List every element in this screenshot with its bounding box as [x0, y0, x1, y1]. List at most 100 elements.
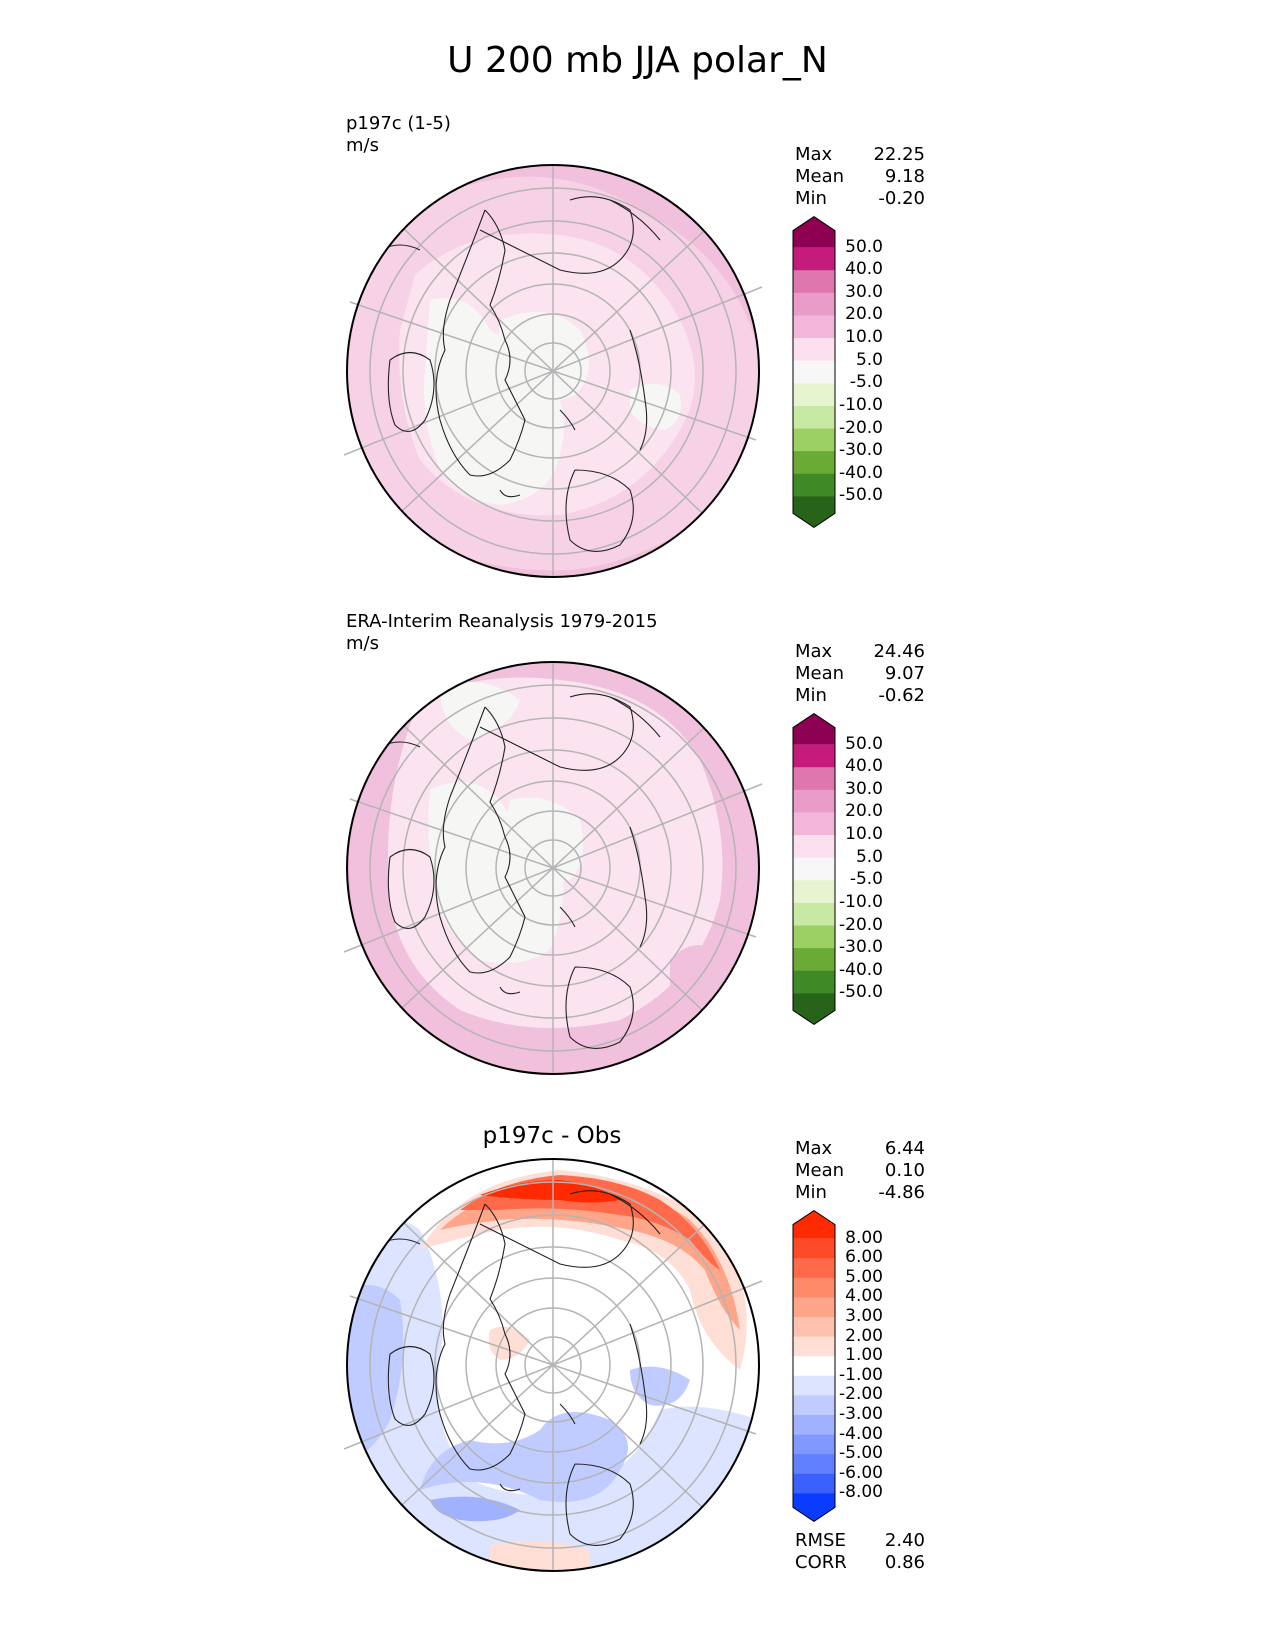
- stat-row-max: Max 24.46: [795, 641, 925, 662]
- colorbar-tick-label: -5.00: [839, 1443, 883, 1464]
- colorbar-tick-label: 20.0: [845, 801, 883, 822]
- colorbar-tick-label: -30.0: [839, 440, 883, 461]
- map-panel-2: [347, 662, 759, 1074]
- colorbar-segment: [793, 835, 835, 859]
- map-panel-2-graticule: [343, 662, 763, 1074]
- map-panel-3: [347, 1159, 759, 1571]
- map-field-neg-1: [347, 1217, 759, 1571]
- colorbar-tick-label: 5.0: [855, 349, 883, 370]
- colorbar-segment: [793, 216, 835, 248]
- colorbar-tick-label: 30.0: [845, 281, 883, 302]
- colorbar-tick-label: -30.0: [839, 937, 883, 958]
- stat-row-min: Min -4.86: [795, 1182, 925, 1203]
- colorbar-tick-label: 10.0: [845, 327, 883, 348]
- stat-row-min: Min -0.20: [795, 188, 925, 209]
- colorbar-panel-1: [792, 215, 836, 529]
- colorbar-tick-label: 3.00: [845, 1306, 883, 1326]
- colorbar-tick-label: 4.00: [845, 1286, 883, 1307]
- map-panel-1-border: [346, 164, 760, 578]
- colorbar-segment: [793, 880, 835, 904]
- colorbar-tick-label: 5.0: [855, 846, 883, 867]
- colorbar-tick-label: -5.0: [849, 372, 883, 393]
- colorbar-tick-label: -8.00: [839, 1482, 883, 1503]
- panel-3-title: p197c - Obs: [482, 1123, 622, 1149]
- colorbar-segment: [793, 789, 835, 813]
- map-panel-1-graticule: [343, 165, 763, 577]
- colorbar-segment: [793, 247, 835, 271]
- colorbar-tick-label: -20.0: [839, 417, 883, 438]
- colorbar-outline: [792, 712, 836, 1026]
- stat-row-corr: CORR 0.86: [795, 1552, 925, 1573]
- panel-1-model-name: p197c (1-5): [346, 113, 451, 134]
- colorbar-segment: [793, 1415, 835, 1436]
- colorbar-segment: [793, 496, 835, 528]
- colorbar-segment: [793, 473, 835, 497]
- stat-row-max: Max 22.25: [795, 144, 925, 165]
- colorbar-tick-label: -2.00: [839, 1384, 883, 1405]
- colorbar-tick-label: 30.0: [845, 778, 883, 799]
- map-panel-2-coastlines: [379, 693, 661, 1049]
- colorbar-tick-label: 10.0: [845, 824, 883, 845]
- stat-row-min: Min -0.62: [795, 685, 925, 706]
- colorbar-tick-label: 40.0: [845, 259, 883, 280]
- colorbar-segment: [793, 1238, 835, 1259]
- colorbar-segment: [793, 338, 835, 362]
- colorbar-segment: [793, 970, 835, 994]
- stat-row-mean: Mean 9.18: [795, 166, 925, 187]
- stat-row-mean: Mean 0.10: [795, 1160, 925, 1181]
- map-field-low-region: [424, 298, 564, 505]
- colorbar-segment: [793, 270, 835, 294]
- colorbar-segment: [793, 1297, 835, 1318]
- map-panel-3-border: [346, 1158, 760, 1572]
- colorbar-tick-label: 50.0: [845, 236, 883, 257]
- colorbar-segment: [793, 405, 835, 430]
- colorbar-segment: [793, 1375, 835, 1396]
- colorbar-segment: [793, 767, 835, 791]
- map-panel-3-graticule: [343, 1159, 763, 1571]
- stat-row-rmse: RMSE 2.40: [795, 1530, 925, 1551]
- colorbar-tick-label: 1.00: [845, 1345, 883, 1366]
- figure-title: U 200 mb JJA polar_N: [447, 40, 828, 81]
- colorbar-segment: [793, 1473, 835, 1494]
- colorbar-tick-label: -3.00: [839, 1404, 883, 1424]
- colorbar-tick-label: -10.0: [839, 394, 883, 415]
- stat-row-max: Max 6.44: [795, 1138, 925, 1159]
- stat-row-mean: Mean 9.07: [795, 663, 925, 684]
- colorbar-outline: [792, 215, 836, 529]
- colorbar-panel-2: [792, 712, 836, 1026]
- colorbar-tick-label: -10.0: [839, 891, 883, 912]
- colorbar-segment: [793, 902, 835, 927]
- colorbar-segment: [793, 1258, 835, 1279]
- panel-1-units: m/s: [346, 135, 379, 156]
- colorbar-tick-label: -6.00: [839, 1462, 883, 1483]
- panel-1-label: p197c (1-5) m/s: [346, 113, 451, 157]
- colorbar-segment: [793, 1277, 835, 1298]
- colorbar-segment: [793, 292, 835, 316]
- colorbar-tick-label: 50.0: [845, 733, 883, 754]
- colorbar-segment: [793, 1336, 835, 1357]
- colorbar-segment: [793, 1434, 835, 1455]
- colorbar-tick-label: 40.0: [845, 756, 883, 777]
- panel-2-label: ERA-Interim Reanalysis 1979-2015 m/s: [346, 611, 658, 655]
- colorbar-tick-label: -40.0: [839, 462, 883, 483]
- colorbar-panel-3: [792, 1209, 836, 1523]
- colorbar-tick-label: -50.0: [839, 485, 883, 506]
- colorbar-segment: [793, 315, 835, 339]
- colorbar-segment: [793, 1454, 835, 1475]
- colorbar-segment: [793, 1356, 835, 1377]
- map-panel-1-coastlines: [379, 196, 661, 552]
- colorbar-tick-label: 20.0: [845, 304, 883, 325]
- colorbar-segment: [793, 713, 835, 745]
- colorbar-tick-label: -20.0: [839, 914, 883, 935]
- colorbar-tick-label: -40.0: [839, 959, 883, 980]
- colorbar-segment: [793, 383, 835, 407]
- colorbar-segment: [793, 360, 835, 384]
- panel-3-error-stats: RMSE 2.40 CORR 0.86: [795, 1530, 925, 1574]
- colorbar-segment: [793, 451, 835, 475]
- panel-1-stats: Max 22.25 Mean 9.18 Min -0.20: [795, 144, 925, 210]
- map-field-pole-region: [499, 312, 589, 402]
- map-panel-2-border: [346, 661, 760, 1075]
- colorbar-outline: [792, 1209, 836, 1523]
- colorbar-tick-label: 6.00: [845, 1247, 883, 1268]
- colorbar-segment: [793, 925, 835, 949]
